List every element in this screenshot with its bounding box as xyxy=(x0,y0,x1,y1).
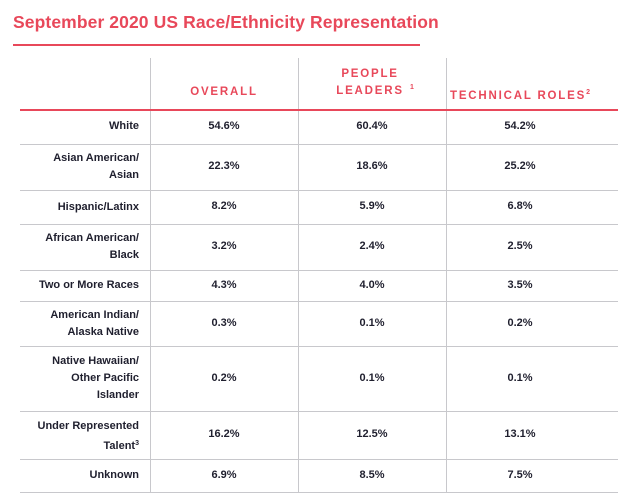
table-cell: 7.5% xyxy=(507,468,533,481)
column-header-label: PEOPLE LEADERS xyxy=(336,68,404,97)
row-divider xyxy=(20,301,618,302)
row-divider xyxy=(20,346,618,347)
row-divider xyxy=(20,190,618,191)
row-divider xyxy=(20,270,618,271)
row-divider xyxy=(20,144,618,145)
footnote-marker: 2 xyxy=(586,89,590,96)
table-cell: 0.1% xyxy=(359,371,385,384)
footnote-marker: 3 xyxy=(135,440,139,447)
row-label: Hispanic/Latinx xyxy=(57,200,139,213)
table-cell: 16.2% xyxy=(208,428,240,440)
table-cell: 2.5% xyxy=(507,240,533,252)
row-label: African American/Black xyxy=(45,232,139,261)
column-divider xyxy=(446,58,447,492)
table-cell: 13.1% xyxy=(504,428,536,440)
column-header: TECHNICAL ROLES2 xyxy=(446,84,594,105)
table-cell: 5.9% xyxy=(359,200,385,212)
header-rule xyxy=(20,109,618,111)
table-cell: 6.9% xyxy=(211,468,237,481)
table-cell: 18.6% xyxy=(356,160,388,172)
table-cell: 6.8% xyxy=(507,200,533,212)
row-label: Asian American/Asian xyxy=(53,152,139,181)
column-header: PEOPLE LEADERS 1 xyxy=(298,66,446,100)
table-cell: 8.5% xyxy=(359,468,385,481)
table-cell: 3.2% xyxy=(211,240,237,252)
footnote-marker: 1 xyxy=(410,84,414,91)
column-divider xyxy=(150,58,151,492)
column-divider xyxy=(298,58,299,492)
table-cell: 3.5% xyxy=(507,278,533,291)
column-header: OVERALL xyxy=(150,84,298,101)
table-cell: 4.0% xyxy=(359,278,385,291)
table-cell: 2.4% xyxy=(359,240,385,252)
column-header-label: TECHNICAL ROLES xyxy=(450,90,587,102)
row-label: Two or More Races xyxy=(38,279,139,291)
table-cell: 4.3% xyxy=(211,278,237,291)
table-cell: 0.3% xyxy=(211,316,237,329)
column-header-label: OVERALL xyxy=(190,86,258,98)
row-label: Unknown xyxy=(89,469,140,481)
table-title: September 2020 US Race/Ethnicity Represe… xyxy=(13,12,439,32)
table-cell: 0.1% xyxy=(507,371,533,384)
table-cell: 22.3% xyxy=(208,160,240,172)
title-underline xyxy=(13,44,420,46)
row-divider xyxy=(20,459,618,460)
row-divider xyxy=(20,411,618,412)
table-cell: 54.2% xyxy=(504,119,536,132)
table-cell: 8.2% xyxy=(211,200,237,212)
row-divider xyxy=(20,492,618,493)
row-label: Native Hawaiian/Other Pacific Islander xyxy=(52,355,139,401)
table-cell: 0.1% xyxy=(359,316,385,329)
row-label: American Indian/Alaska Native xyxy=(50,308,139,338)
table-cell: 60.4% xyxy=(356,119,388,132)
table-cell: 12.5% xyxy=(356,428,388,440)
table-cell: 54.6% xyxy=(208,119,240,132)
row-label: White xyxy=(109,120,139,132)
row-divider xyxy=(20,224,618,225)
table-cell: 0.2% xyxy=(211,371,237,384)
table-cell: 25.2% xyxy=(504,160,536,172)
row-label: Under Represented Talent3 xyxy=(37,420,139,452)
table-cell: 0.2% xyxy=(507,316,533,329)
